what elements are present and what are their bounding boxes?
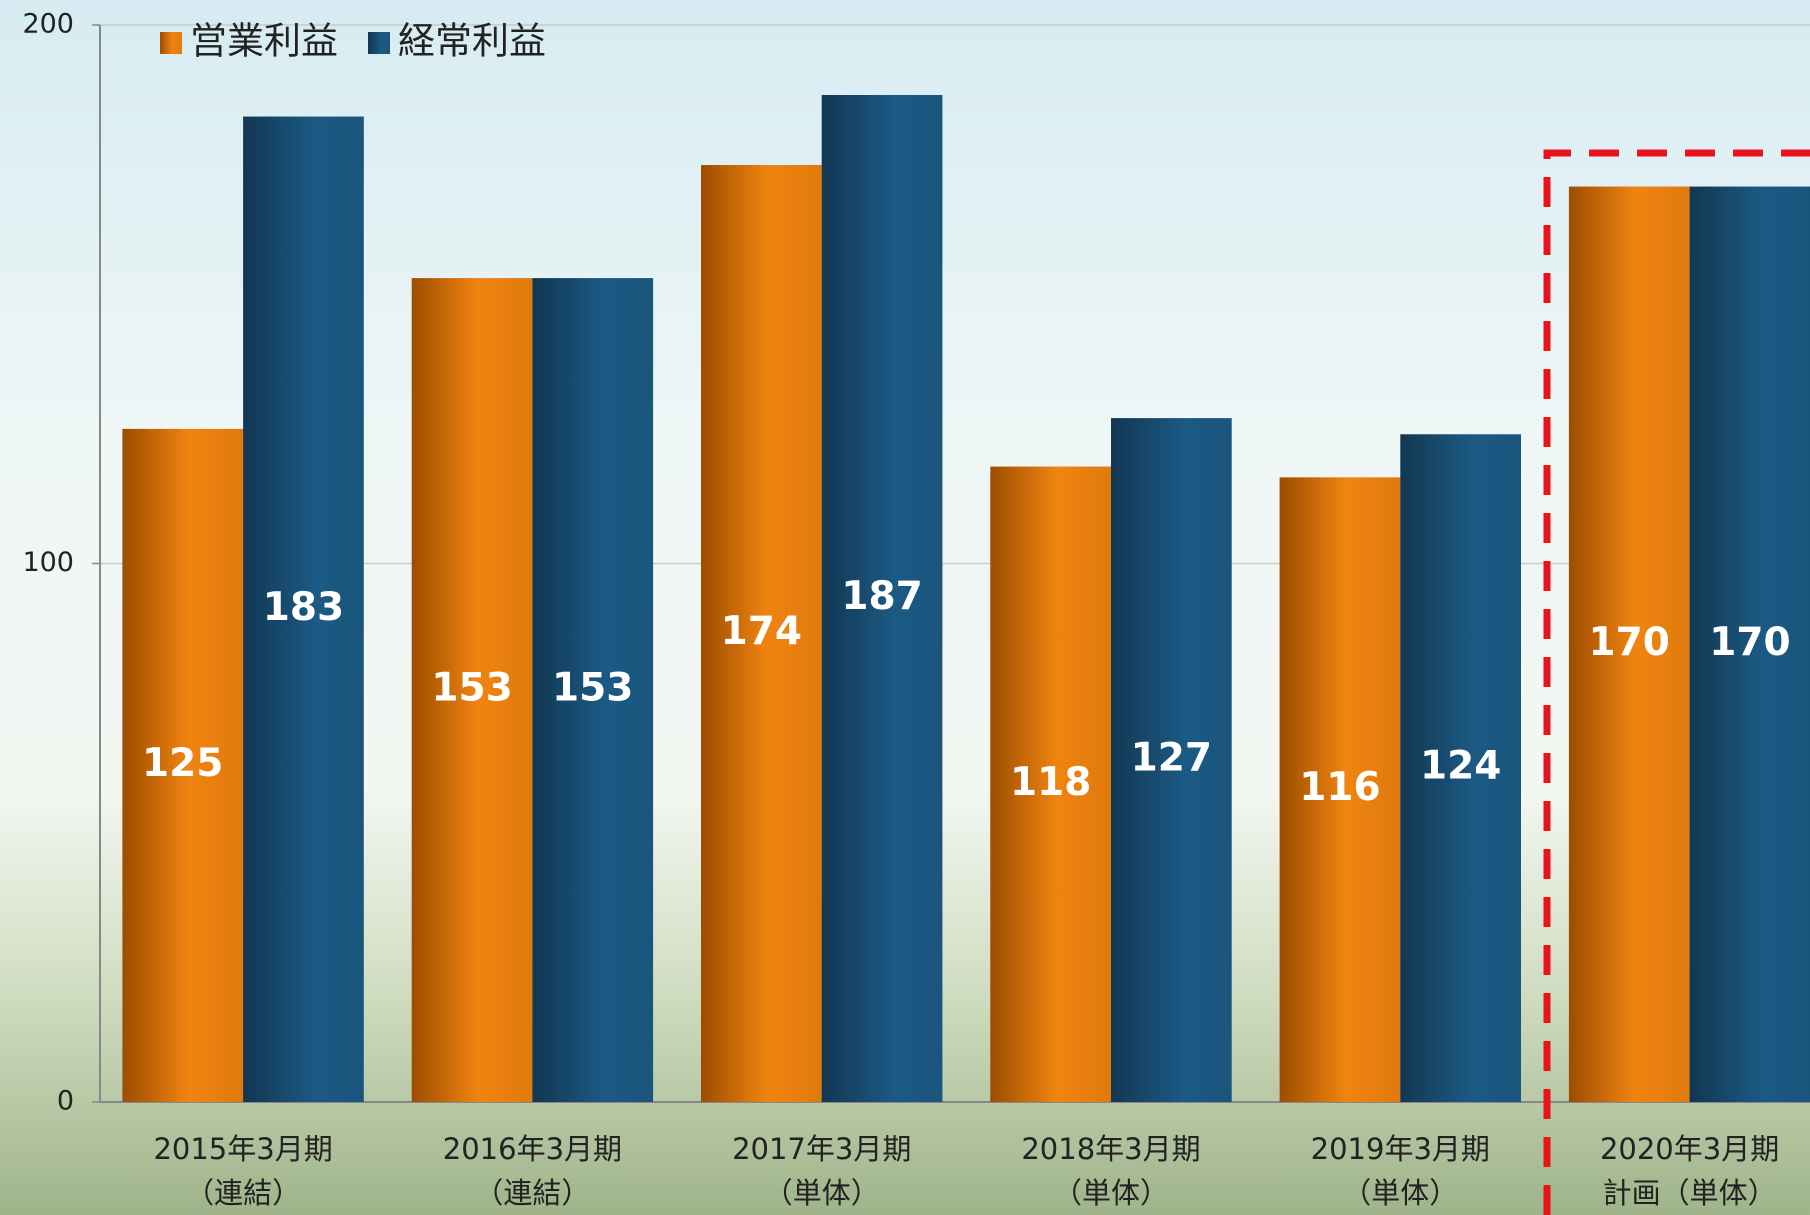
legend-label: 経常利益 [398,20,546,63]
bar [1279,477,1401,1103]
x-tick-label: （連結） [185,1176,301,1210]
x-tick-label: 2017年3月期 [732,1132,911,1166]
x-tick-label: 2018年3月期 [1021,1132,1200,1166]
bar [701,165,822,1102]
bar [1689,186,1810,1103]
bar [990,466,1111,1102]
bar [1400,434,1521,1102]
x-tick-label: 2015年3月期 [153,1132,332,1166]
plan-highlight-box [1543,149,1810,1215]
bar [821,95,943,1102]
data-label: 170 [1709,620,1790,665]
bar [532,278,654,1103]
x-tick-label: （単体） [1053,1176,1169,1210]
data-label: 116 [1299,765,1380,810]
bar [122,428,244,1102]
x-tick-label: 2020年3月期 [1600,1132,1779,1166]
bar [411,278,533,1103]
y-tick-label: 100 [22,547,74,578]
y-tick-label: 200 [22,9,74,40]
data-label: 127 [1131,736,1212,781]
data-label: 183 [263,585,344,630]
data-label: 153 [552,666,633,711]
x-tick-label: （連結） [474,1176,590,1210]
data-label: 153 [431,666,512,711]
legend-label: 営業利益 [190,20,338,63]
data-label: 124 [1420,744,1501,789]
x-tick-label: 計画（単体） [1603,1176,1777,1210]
x-tick-label: （単体） [1342,1176,1458,1210]
y-tick-label: 0 [57,1086,74,1117]
legend-swatch [368,32,390,54]
data-label: 174 [721,609,802,654]
data-label: 118 [1010,760,1091,805]
bar [243,116,364,1103]
data-label: 187 [841,574,922,619]
data-label: 170 [1589,620,1670,665]
x-tick-label: 2019年3月期 [1311,1132,1490,1166]
legend-swatch [160,32,182,54]
x-tick-label: 2016年3月期 [443,1132,622,1166]
data-label: 125 [142,741,223,786]
bar [1111,418,1232,1103]
x-tick-label: （単体） [764,1176,880,1210]
bar [1568,186,1690,1103]
